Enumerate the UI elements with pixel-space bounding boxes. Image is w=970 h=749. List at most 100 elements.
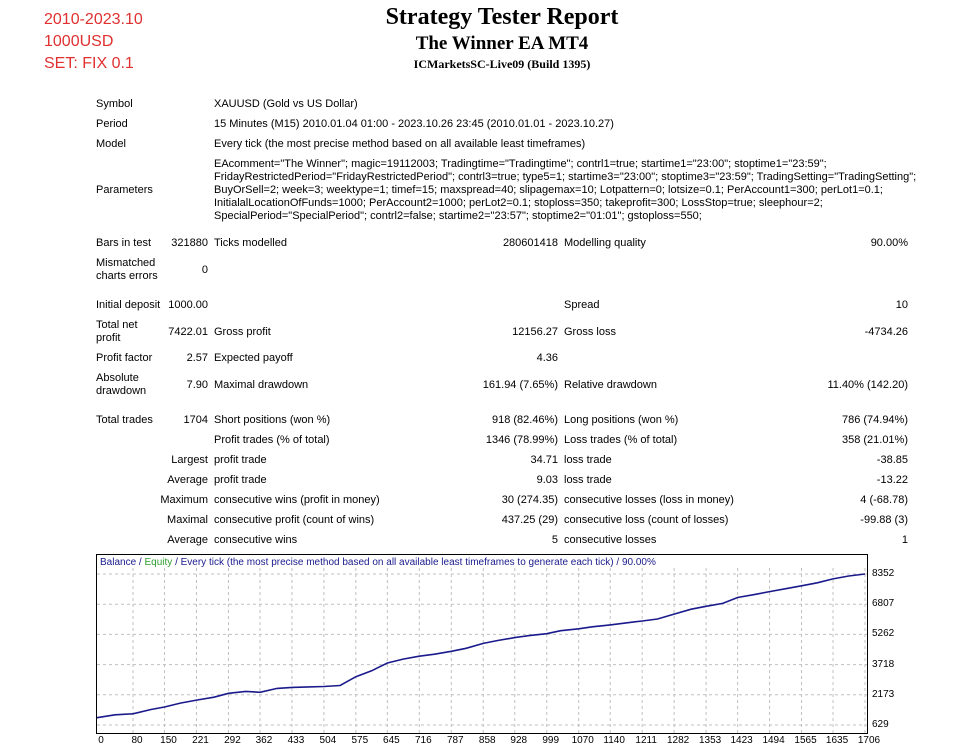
avgcons-losses-label: consecutive losses — [564, 534, 657, 546]
short-label: Short positions (won %) — [214, 414, 331, 426]
avgcons-label: Average — [167, 534, 208, 546]
trades-value: 1704 — [183, 414, 208, 426]
series-line-balance — [96, 573, 866, 719]
x-tick-label: 645 — [383, 735, 400, 746]
grossloss-label: Gross loss — [564, 326, 616, 338]
bars-value: 321880 — [171, 237, 208, 249]
ptrades-label: Profit trades (% of total) — [214, 434, 330, 446]
x-tick-label: 1635 — [825, 735, 849, 746]
x-tick-label: 1494 — [762, 735, 785, 746]
parameters-line: SpecialPeriod="SpecialPeriod"; contrl2=f… — [214, 210, 702, 222]
absdd-value: 7.90 — [186, 379, 208, 391]
parameters-line: BuyOrSell=2; week=3; weektype=1; timef=1… — [214, 184, 883, 196]
x-tick-label: 999 — [542, 735, 560, 746]
x-tick-label: 80 — [131, 735, 143, 746]
max-losses-value: 4 (-68.78) — [860, 494, 908, 506]
quality-value: 90.00% — [870, 237, 908, 249]
mismatched-label-1: Mismatched — [96, 257, 156, 269]
absdd-label-1: Absolute — [96, 372, 139, 384]
server-build: ICMarketsSC-Live09 (Build 1395) — [413, 57, 591, 71]
x-tick-label: 504 — [319, 735, 337, 746]
ptrades-value: 1346 (78.99%) — [485, 434, 558, 446]
bars-label: Bars in test — [96, 237, 152, 249]
largest-loss-value: -38.85 — [876, 454, 908, 466]
x-tick-label: 1211 — [635, 735, 657, 746]
reldd-label: Relative drawdown — [564, 379, 657, 391]
symbol-value: XAUUSD (Gold vs US Dollar) — [214, 98, 358, 110]
grossprofit-value: 12156.27 — [512, 326, 558, 338]
average-profit-value: 9.03 — [536, 474, 558, 486]
model-label: Model — [96, 138, 126, 150]
ltrades-value: 358 (21.01%) — [841, 434, 908, 446]
maximal-profit-label: consecutive profit (count of wins) — [214, 514, 375, 526]
mismatched-label-2: charts errors — [96, 270, 158, 282]
maximal-label: Maximal — [167, 514, 208, 526]
netprofit-label-1: Total net — [96, 319, 138, 331]
maxdd-label: Maximal drawdown — [214, 379, 309, 391]
average-label: Average — [167, 474, 208, 486]
y-tick-label: 3718 — [872, 658, 895, 670]
short-value: 918 (82.46%) — [491, 414, 558, 426]
pf-label: Profit factor — [96, 352, 153, 364]
x-tick-label: 1706 — [857, 735, 881, 746]
ticks-value: 280601418 — [502, 237, 558, 249]
model-value: Every tick (the most precise method base… — [214, 138, 586, 150]
initial-value: 1000.00 — [168, 299, 208, 311]
initial-label: Initial deposit — [96, 299, 161, 311]
largest-profit-label: profit trade — [214, 454, 267, 466]
payoff-value: 4.36 — [536, 352, 558, 364]
x-tick-label: 1140 — [603, 735, 625, 746]
x-tick-label: 1353 — [698, 735, 722, 746]
max-losses-label: consecutive losses (loss in money) — [564, 494, 734, 506]
reldd-value: 11.40% (142.20) — [827, 379, 908, 391]
x-tick-label: 1282 — [667, 735, 690, 746]
quality-label: Modelling quality — [564, 237, 646, 249]
netprofit-label-2: profit — [96, 332, 121, 344]
symbol-label: Symbol — [96, 98, 133, 110]
avgcons-losses-value: 1 — [901, 534, 908, 546]
y-tick-label: 2173 — [872, 688, 895, 700]
spread-value: 10 — [895, 299, 908, 311]
x-tick-label: 1070 — [571, 735, 594, 746]
mismatched-value: 0 — [201, 264, 208, 276]
x-tick-label: 575 — [351, 735, 369, 746]
ltrades-label: Loss trades (% of total) — [564, 434, 678, 446]
long-value: 786 (74.94%) — [841, 414, 908, 426]
parameters-line: FridayRestrictedPeriod="FridayRestricted… — [214, 171, 917, 183]
legend-rest: / Every tick (the most precise method ba… — [175, 557, 656, 568]
pf-value: 2.57 — [186, 352, 208, 364]
legend-sep: / — [138, 557, 142, 568]
x-tick-label: 150 — [160, 735, 177, 746]
max-wins-value: 30 (274.35) — [501, 494, 558, 506]
long-label: Long positions (won %) — [564, 414, 679, 426]
maximal-profit-value: 437.25 (29) — [501, 514, 558, 526]
x-tick-label: 858 — [478, 735, 496, 746]
parameters-label: Parameters — [96, 184, 153, 196]
largest-profit-value: 34.71 — [530, 454, 558, 466]
average-profit-label: profit trade — [214, 474, 267, 486]
x-tick-label: 928 — [510, 735, 528, 746]
parameters-line: EAcomment="The Winner"; magic=19112003; … — [214, 158, 827, 170]
grossloss-value: -4734.26 — [864, 326, 908, 338]
x-tick-label: 292 — [224, 735, 241, 746]
period-label: Period — [96, 118, 128, 130]
y-tick-label: 6807 — [872, 598, 895, 610]
report-title: Strategy Tester Report — [385, 4, 619, 30]
note-deposit: 1000USD — [44, 33, 114, 50]
payoff-label: Expected payoff — [214, 352, 293, 364]
x-tick-label: 433 — [287, 735, 305, 746]
y-tick-label: 629 — [872, 719, 889, 730]
maxdd-value: 161.94 (7.65%) — [482, 379, 558, 391]
y-tick-label: 5262 — [872, 628, 895, 640]
average-loss-value: -13.22 — [876, 474, 908, 486]
maximum-label: Maximum — [160, 494, 208, 506]
x-tick-label: 0 — [98, 735, 104, 746]
ea-name: The Winner EA MT4 — [415, 33, 589, 54]
parameters-line: InitialalLocationOfFunds=1000; PerAccoun… — [214, 197, 823, 209]
x-tick-label: 362 — [255, 735, 273, 746]
x-tick-label: 1565 — [794, 735, 817, 746]
x-tick-label: 787 — [446, 735, 464, 746]
chart-legend: Balance / Equity / Every tick (the most … — [100, 557, 656, 568]
largest-label: Largest — [171, 454, 208, 466]
y-tick-label: 8352 — [872, 568, 895, 579]
